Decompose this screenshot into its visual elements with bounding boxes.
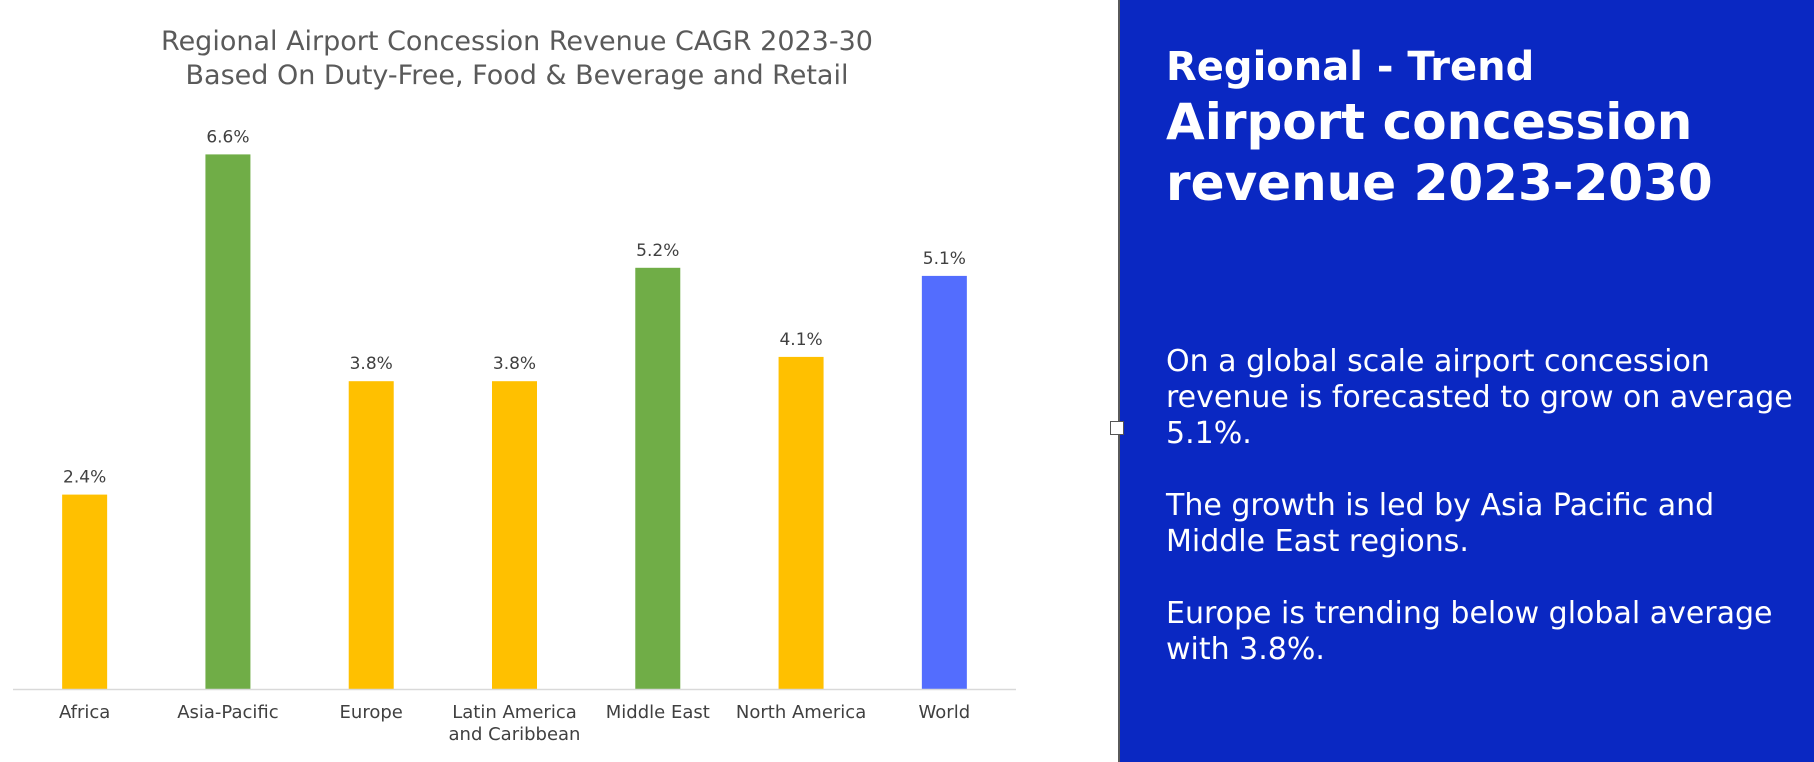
category-label: Middle East: [606, 702, 710, 723]
bar-3: [492, 381, 537, 689]
data-label: 6.6%: [206, 127, 249, 147]
category-label: Asia-Pacific: [177, 702, 278, 723]
data-label: 4.1%: [779, 330, 822, 350]
bar-6: [921, 275, 967, 689]
panel-paragraph: On a global scale airport concession rev…: [1166, 344, 1793, 451]
category-label: North America: [736, 702, 866, 723]
panel-paragraph: The growth is led by Asia Pacific and Mi…: [1166, 488, 1715, 559]
bar-1: [205, 154, 251, 689]
data-label: 2.4%: [63, 468, 106, 488]
chart-area: Regional Airport Concession Revenue CAGR…: [13, 26, 1016, 745]
category-label: Europe: [340, 702, 403, 723]
resize-handle[interactable]: [1110, 421, 1124, 435]
data-label: 5.2%: [636, 241, 679, 261]
bar-2: [348, 381, 394, 689]
side-panel: Regional - Trend Airport concession reve…: [1118, 0, 1814, 762]
bar-0: [62, 494, 108, 689]
panel-subtitle: Regional - Trend: [1166, 44, 1535, 90]
bar-chart: 2.4% Africa 6.6% Asia-Pacific 3.8% Europe 3.8%…: [13, 127, 1016, 745]
data-label: 3.8%: [493, 354, 536, 374]
category-label: World: [919, 702, 971, 723]
data-label: 3.8%: [350, 354, 393, 374]
panel-title: Airport concession revenue 2023-2030: [1166, 93, 1713, 212]
bar-5: [778, 356, 824, 689]
panel-paragraph: Europe is trending below global average …: [1166, 596, 1773, 667]
panel-body: On a global scale airport concession rev…: [1166, 344, 1806, 704]
data-label: 5.1%: [923, 249, 966, 269]
category-label: Africa: [59, 702, 110, 723]
chart-title: Regional Airport Concession Revenue CAGR…: [161, 26, 873, 57]
chart-subtitle: Based On Duty-Free, Food & Beverage and …: [185, 60, 849, 91]
category-label: Latin America and Caribbean: [449, 702, 581, 745]
bar-4: [635, 267, 681, 689]
